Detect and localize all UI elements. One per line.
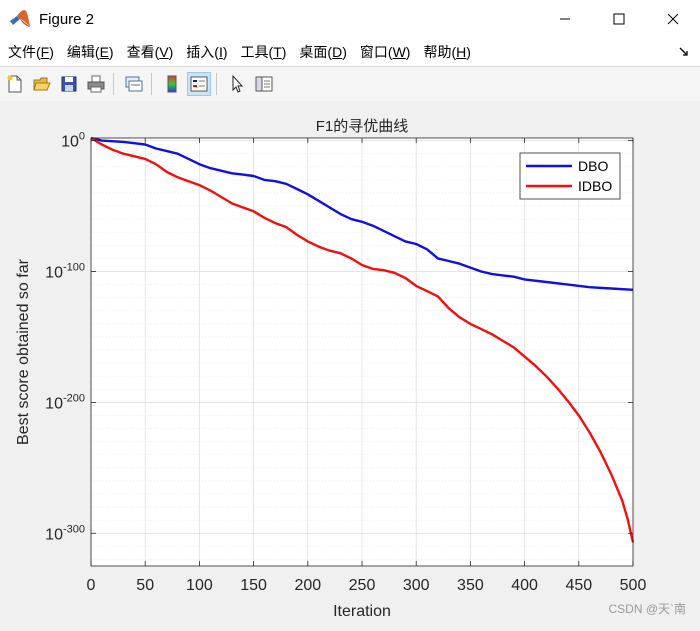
window-title: Figure 2	[39, 10, 95, 28]
y-axis-label: Best score obtained so far	[15, 258, 32, 445]
legend-label-idbo: IDBO	[578, 178, 612, 194]
new-figure-button[interactable]	[3, 72, 27, 96]
figure-canvas: 0 50 100 150 200 250 300 350 400 450 500 100 10-100…	[0, 101, 700, 626]
figure-toolbar	[0, 66, 700, 102]
menu-edit[interactable]: 编辑(E)	[66, 44, 114, 60]
property-editor-icon	[255, 76, 273, 92]
x-axis-label: Iteration	[333, 603, 391, 620]
legend-label-dbo: DBO	[578, 158, 608, 174]
x-tick-label: 100	[186, 577, 213, 594]
toolbar-separator	[113, 73, 114, 95]
y-tick-label: 10-100	[45, 262, 85, 282]
menu-desktop[interactable]: 桌面(D)	[299, 44, 347, 60]
colorbar-icon	[167, 75, 177, 93]
series-line-idbo	[90, 136, 635, 543]
menu-help[interactable]: 帮助(H)	[423, 44, 471, 60]
x-tick-label: 350	[457, 577, 484, 594]
new-figure-icon	[7, 75, 22, 93]
minimize-button[interactable]	[538, 0, 592, 38]
y-tick-label: 10-200	[45, 392, 85, 412]
save-button[interactable]	[57, 72, 81, 96]
save-icon	[61, 76, 77, 92]
title-bar: Figure 2	[0, 0, 700, 38]
toolbar-separator	[151, 73, 152, 95]
dock-arrow-icon[interactable]	[678, 46, 690, 58]
x-tick-label: 0	[87, 577, 96, 594]
link-plot-button[interactable]	[122, 72, 146, 96]
grid-lines	[90, 138, 634, 566]
x-tick-label: 500	[620, 577, 647, 594]
maximize-button[interactable]	[592, 0, 646, 38]
toolbar-separator	[216, 73, 217, 95]
close-button[interactable]	[646, 0, 700, 38]
maximize-icon	[613, 13, 625, 25]
property-editor-button[interactable]	[252, 72, 276, 96]
series-layer	[90, 136, 635, 543]
legend[interactable]: DBO IDBO	[519, 152, 621, 200]
x-tick-label: 250	[349, 577, 376, 594]
x-tick-label: 300	[403, 577, 430, 594]
convergence-chart: 0 50 100 150 200 250 300 350 400 450 500 100 10-100…	[15, 118, 647, 620]
chart-title: F1的寻优曲线	[316, 118, 409, 135]
menu-insert[interactable]: 插入(I)	[186, 44, 228, 60]
y-tick-labels: 100 10-100 10-200 10-300	[45, 131, 85, 544]
x-tick-label: 450	[565, 577, 592, 594]
matlab-logo-icon	[10, 10, 30, 27]
link-plot-icon	[125, 76, 143, 92]
legend-icon	[190, 76, 208, 92]
x-tick-label: 150	[240, 577, 267, 594]
print-button[interactable]	[84, 72, 108, 96]
x-tick-labels: 0 50 100 150 200 250 300 350 400 450 500	[87, 577, 647, 594]
x-tick-label: 50	[136, 577, 154, 594]
colorbar-button[interactable]	[160, 72, 184, 96]
pointer-icon	[232, 74, 244, 93]
tick-marks	[90, 138, 634, 566]
minimize-icon	[560, 18, 570, 20]
open-file-icon	[33, 77, 51, 91]
pointer-button[interactable]	[225, 72, 249, 96]
x-tick-label: 200	[294, 577, 321, 594]
menu-tools[interactable]: 工具(T)	[240, 44, 287, 60]
legend-button[interactable]	[187, 72, 211, 96]
series-line-dbo	[90, 136, 634, 291]
print-icon	[87, 75, 105, 93]
watermark: CSDN @天`南	[608, 602, 686, 616]
open-file-button[interactable]	[30, 72, 54, 96]
close-icon	[667, 13, 679, 25]
y-tick-label: 10-300	[45, 523, 85, 543]
menu-window[interactable]: 窗口(W)	[359, 44, 411, 60]
y-tick-label: 100	[61, 131, 85, 151]
x-tick-label: 400	[511, 577, 538, 594]
menu-bar: 文件(F) 编辑(E) 查看(V) 插入(I) 工具(T) 桌面(D) 窗口(W…	[0, 38, 700, 66]
menu-view[interactable]: 查看(V)	[126, 44, 174, 60]
menu-file[interactable]: 文件(F)	[8, 44, 54, 60]
legend-box	[519, 152, 621, 200]
